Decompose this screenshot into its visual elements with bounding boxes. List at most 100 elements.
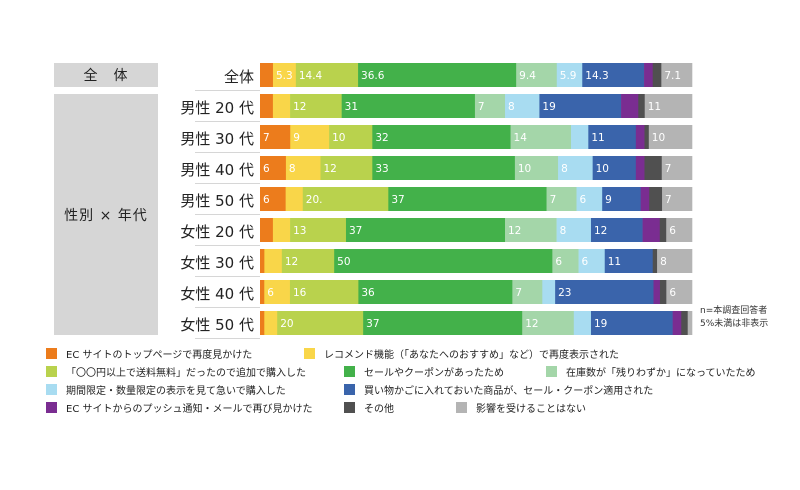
data-label: 11	[591, 132, 604, 144]
bar-segment	[648, 125, 693, 149]
bar-segment	[345, 218, 506, 242]
bar-segment	[277, 311, 364, 335]
bar-segment	[592, 156, 637, 180]
bar-segment	[514, 156, 559, 180]
data-label: 7	[665, 194, 672, 206]
bar-segment	[659, 218, 667, 242]
bar-segment	[661, 156, 693, 180]
bar-segment	[272, 94, 291, 118]
bar-segment	[272, 63, 297, 87]
bar-segment	[512, 280, 543, 304]
data-label: 20.	[306, 194, 323, 206]
bar-segment	[474, 94, 506, 118]
data-label: 5.3	[276, 70, 293, 82]
data-label: 10	[518, 163, 531, 175]
bar-segment	[662, 187, 693, 211]
bar-segment	[285, 156, 321, 180]
group-label: 全 体	[54, 63, 158, 87]
bar-segment	[635, 125, 645, 149]
bar-segment	[289, 280, 359, 304]
data-label: 7	[665, 163, 672, 175]
data-label: 50	[337, 256, 350, 268]
data-label: 6	[267, 287, 274, 299]
legend-label: 影響を受けることはない	[476, 404, 586, 415]
bar-segment	[659, 280, 667, 304]
bar-segment	[582, 63, 645, 87]
bar-segment	[672, 311, 682, 335]
legend-item: セールやクーポンがあったため	[344, 364, 504, 379]
bar-segment	[260, 63, 274, 87]
data-label: 12	[285, 256, 298, 268]
note-line: n=本調査回答者	[700, 306, 768, 316]
bar-segment	[590, 311, 673, 335]
data-label: 10	[596, 163, 609, 175]
data-label: 13	[293, 225, 306, 237]
legend-item: 買い物かごに入れておいた商品が、セール・クーポン適用された	[344, 382, 653, 397]
category-label: 男性 40 代	[180, 161, 254, 179]
data-label: 20	[280, 318, 293, 330]
legend-item: EC サイトのトップページで再度見かけた	[46, 346, 252, 361]
bar-segment	[666, 280, 693, 304]
bar-segment	[576, 187, 603, 211]
bar-segment	[358, 63, 517, 87]
data-label: 19	[594, 318, 607, 330]
bar-segment	[602, 187, 641, 211]
data-label: 12	[508, 225, 521, 237]
data-label: 10	[332, 132, 345, 144]
bar-segment	[653, 280, 661, 304]
bar-segment	[358, 280, 513, 304]
bar-segment	[539, 94, 622, 118]
bar-segment	[644, 94, 693, 118]
bar-segment	[571, 125, 589, 149]
legend-swatch	[46, 384, 57, 395]
bar-segment	[578, 249, 606, 273]
bar-segment	[542, 280, 556, 304]
bar-segment	[290, 218, 347, 242]
data-label: 37	[366, 318, 379, 330]
category-label: 女性 40 代	[180, 285, 254, 303]
data-label: 6	[555, 256, 562, 268]
data-label: 8	[508, 101, 515, 113]
bar-segment	[642, 218, 661, 242]
data-label: 14	[514, 132, 528, 144]
category-label: 男性 30 代	[180, 130, 254, 148]
bar-segment	[260, 280, 265, 304]
data-label: 37	[391, 194, 404, 206]
bar-segment	[652, 249, 658, 273]
legend-label: 買い物かごに入れておいた商品が、セール・クーポン適用された	[364, 386, 654, 397]
legend-swatch	[344, 402, 355, 413]
legend-item: 「〇〇円以上で送料無料」だったので追加で購入した	[46, 364, 306, 379]
data-label: 16	[293, 287, 307, 299]
data-label: 7	[478, 101, 485, 113]
bar-segment	[661, 63, 693, 87]
legend-swatch	[46, 348, 57, 359]
bar-segment	[260, 125, 291, 149]
bar-segment	[590, 218, 643, 242]
data-label: 7	[263, 132, 270, 144]
bar-segment	[621, 94, 639, 118]
bar-segment	[264, 249, 283, 273]
category-label: 男性 20 代	[180, 99, 254, 117]
legend-item: 期間限定・数量限定の表示を見て急いで購入した	[46, 382, 286, 397]
data-label: 33	[375, 163, 388, 175]
bar-segment	[295, 63, 359, 87]
data-label: 7	[550, 194, 557, 206]
bar-segment	[555, 280, 654, 304]
data-label: 8	[660, 256, 667, 268]
data-label: 11	[648, 101, 661, 113]
data-label: 19	[542, 101, 555, 113]
data-label: 36.6	[361, 70, 385, 82]
data-label: 12	[594, 225, 607, 237]
legend-swatch	[344, 384, 355, 395]
bar-segment	[558, 156, 593, 180]
data-label: 6	[669, 225, 676, 237]
legend-item: レコメンド機能（「あなたへのおすすめ」など）で再度表示された	[304, 346, 619, 361]
data-label: 31	[345, 101, 358, 113]
data-label: 10	[652, 132, 665, 144]
bar-segment	[290, 94, 342, 118]
bar-segment	[260, 311, 265, 335]
bar-segment	[649, 187, 663, 211]
sample-note: n=本調査回答者 5%未満は非表示	[700, 305, 768, 331]
note-line: 5%未満は非表示	[700, 319, 769, 329]
bar-segment	[260, 187, 286, 211]
